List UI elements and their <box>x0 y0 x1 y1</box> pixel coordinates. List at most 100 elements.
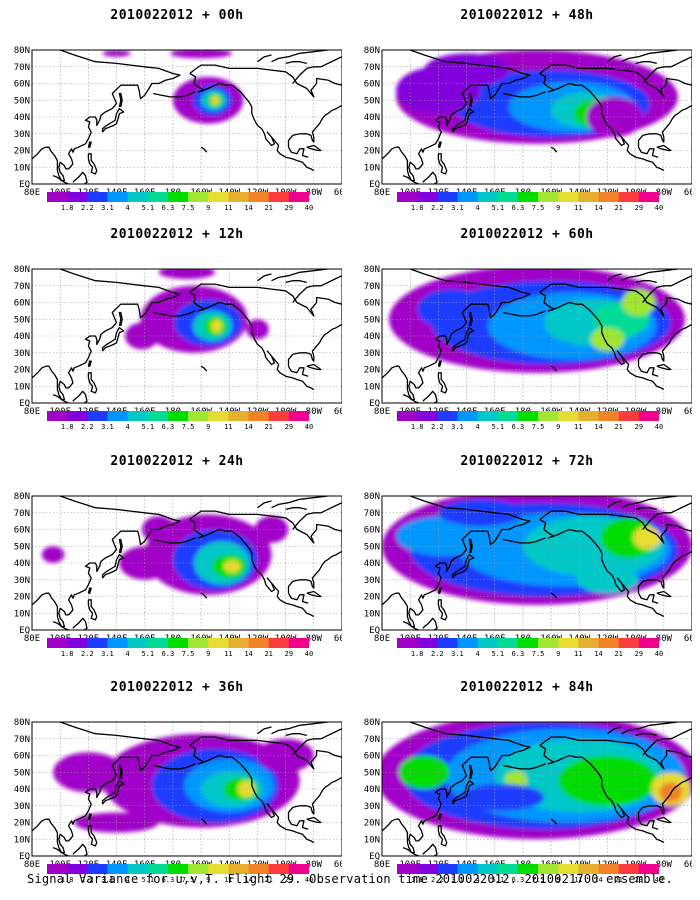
colorbar-swatch <box>598 638 620 648</box>
colorbar-label: 4 <box>125 650 130 658</box>
colorbar-swatch <box>147 411 169 421</box>
colorbar-swatch <box>127 864 149 874</box>
lat-tick-label: 10N <box>364 835 380 845</box>
colorbar-swatch <box>107 864 129 874</box>
colorbar-label: 6.3 <box>511 876 525 884</box>
colorbar-swatch <box>417 864 438 874</box>
colorbar-label: 4 <box>475 876 480 884</box>
lat-tick-label: 80N <box>14 718 30 728</box>
colorbar-label: 7.5 <box>531 650 545 658</box>
colorbar-label: 2.2 <box>80 204 94 212</box>
colorbar-label: 4 <box>475 204 480 212</box>
panel-title: 2010022012 + 12h <box>110 227 244 242</box>
variance-contour <box>558 755 657 806</box>
lat-tick-label: 30N <box>14 802 30 812</box>
colorbar-label: 14 <box>594 204 603 212</box>
lat-tick-label: 50N <box>364 96 380 106</box>
colorbar-swatch <box>598 192 620 202</box>
colorbar <box>47 192 309 202</box>
colorbar-swatch <box>188 638 209 648</box>
colorbar-label: 4 <box>125 423 130 431</box>
lat-tick-label: 40N <box>14 559 30 569</box>
colorbar-swatch <box>497 411 519 421</box>
colorbar-label: 21 <box>264 423 273 431</box>
colorbar-swatch <box>147 864 169 874</box>
colorbar-label: 14 <box>244 423 253 431</box>
colorbar-label: 21 <box>614 876 623 884</box>
colorbar-swatch <box>147 638 169 648</box>
colorbar-swatch <box>228 411 250 421</box>
lat-tick-label: 40N <box>14 332 30 342</box>
lat-tick-label: 50N <box>364 315 380 325</box>
colorbar-swatch <box>417 638 438 648</box>
colorbar-label: 21 <box>264 876 273 884</box>
colorbar-swatch <box>167 638 189 648</box>
lon-tick-label: 60W <box>334 860 342 870</box>
colorbar-swatch <box>268 638 290 648</box>
lon-tick-label: 80E <box>374 634 390 644</box>
colorbar-label: 29 <box>634 876 644 884</box>
colorbar-swatch <box>517 411 539 421</box>
variance-map: EQ10N20N30N40N50N60N70N80N80E100E120E140… <box>14 492 342 644</box>
colorbar-swatch <box>127 192 149 202</box>
variance-map: EQ10N20N30N40N50N60N70N80N80E100E120E140… <box>14 46 342 198</box>
colorbar-label: 9 <box>206 650 211 658</box>
lat-tick-label: 30N <box>364 130 380 140</box>
lon-tick-label: 80W <box>306 188 323 198</box>
colorbar-swatch <box>618 638 640 648</box>
lat-tick-label: 40N <box>14 113 30 123</box>
colorbar-label: 6.3 <box>511 650 525 658</box>
lat-tick-label: EQ <box>19 180 30 190</box>
lon-tick-label: 60W <box>334 188 342 198</box>
colorbar-swatch <box>87 192 108 202</box>
colorbar-label: 4 <box>125 876 130 884</box>
lon-tick-label: 80E <box>24 634 40 644</box>
colorbar-swatch <box>268 192 290 202</box>
colorbar-label: 2.2 <box>430 204 444 212</box>
lat-tick-label: EQ <box>369 852 380 862</box>
colorbar-label: 7.5 <box>181 876 195 884</box>
colorbar-swatch <box>107 192 129 202</box>
colorbar-label: 14 <box>594 650 603 658</box>
colorbar-swatch <box>558 864 579 874</box>
lat-tick-label: 40N <box>14 785 30 795</box>
colorbar-swatch <box>107 638 129 648</box>
lat-tick-label: 60N <box>14 752 30 762</box>
colorbar-swatch <box>248 192 270 202</box>
colorbar-labels: 1.8 2.2 3.1 4 5.1 6.3 7.5 9 11 14 21 29 40 <box>47 204 313 214</box>
colorbar-swatch <box>578 411 600 421</box>
lat-tick-label: 10N <box>364 163 380 173</box>
lat-tick-label: EQ <box>369 399 380 409</box>
lat-tick-label: EQ <box>19 626 30 636</box>
forecast-panel: 2010022012 + 84h EQ 10N 20N 30N 40N 50N 60N 70N 8… <box>362 680 692 900</box>
colorbar-swatch <box>618 864 640 874</box>
colorbar-label: 40 <box>654 650 664 658</box>
colorbar-swatch <box>638 864 659 874</box>
coastline <box>382 496 692 630</box>
lat-tick-label: 30N <box>364 349 380 359</box>
colorbar-swatch <box>437 411 458 421</box>
lat-tick-label: 10N <box>14 382 30 392</box>
panel-title: 2010022012 + 00h <box>110 8 244 23</box>
lat-tick-label: 40N <box>364 113 380 123</box>
colorbar-label: 7.5 <box>531 204 545 212</box>
lat-tick-label: 20N <box>364 593 380 603</box>
panel-title: 2010022012 + 48h <box>460 8 594 23</box>
colorbar <box>47 411 309 421</box>
panel-title: 2010022012 + 60h <box>460 227 594 242</box>
colorbar-label: 40 <box>654 876 664 884</box>
colorbar-swatch <box>538 864 559 874</box>
lon-tick-label: 80W <box>306 634 323 644</box>
colorbar-swatch <box>47 864 68 874</box>
colorbar-labels: 1.8 2.2 3.1 4 5.1 6.3 7.5 9 11 14 21 29 40 <box>397 423 663 433</box>
colorbar-swatch <box>417 192 438 202</box>
colorbar-swatch <box>517 192 539 202</box>
colorbar-swatch <box>228 192 250 202</box>
colorbar-swatch <box>228 638 250 648</box>
lat-tick-label: 30N <box>14 576 30 586</box>
forecast-panel: 2010022012 + 72h EQ 10N 20N 30N 40N 50N 60N 70N 8… <box>362 454 692 674</box>
colorbar-label: 40 <box>304 423 314 431</box>
colorbar-swatch <box>208 411 229 421</box>
lat-tick-label: 70N <box>364 735 380 745</box>
colorbar-label: 2.2 <box>430 876 444 884</box>
